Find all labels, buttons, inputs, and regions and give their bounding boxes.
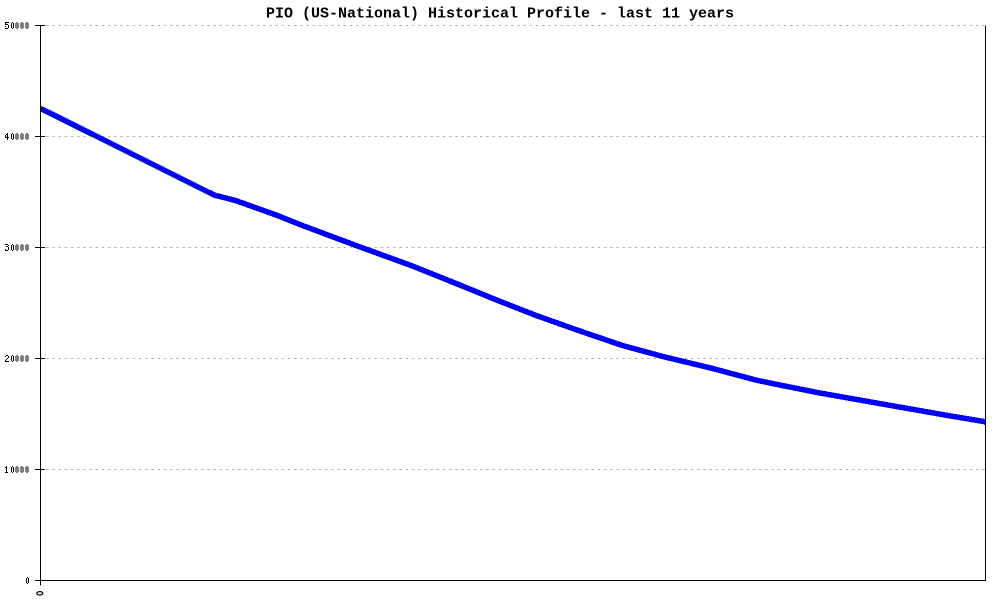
svg-text:PIO (US-National) Historical P: PIO (US-National) Historical Profile - l…	[266, 6, 734, 23]
